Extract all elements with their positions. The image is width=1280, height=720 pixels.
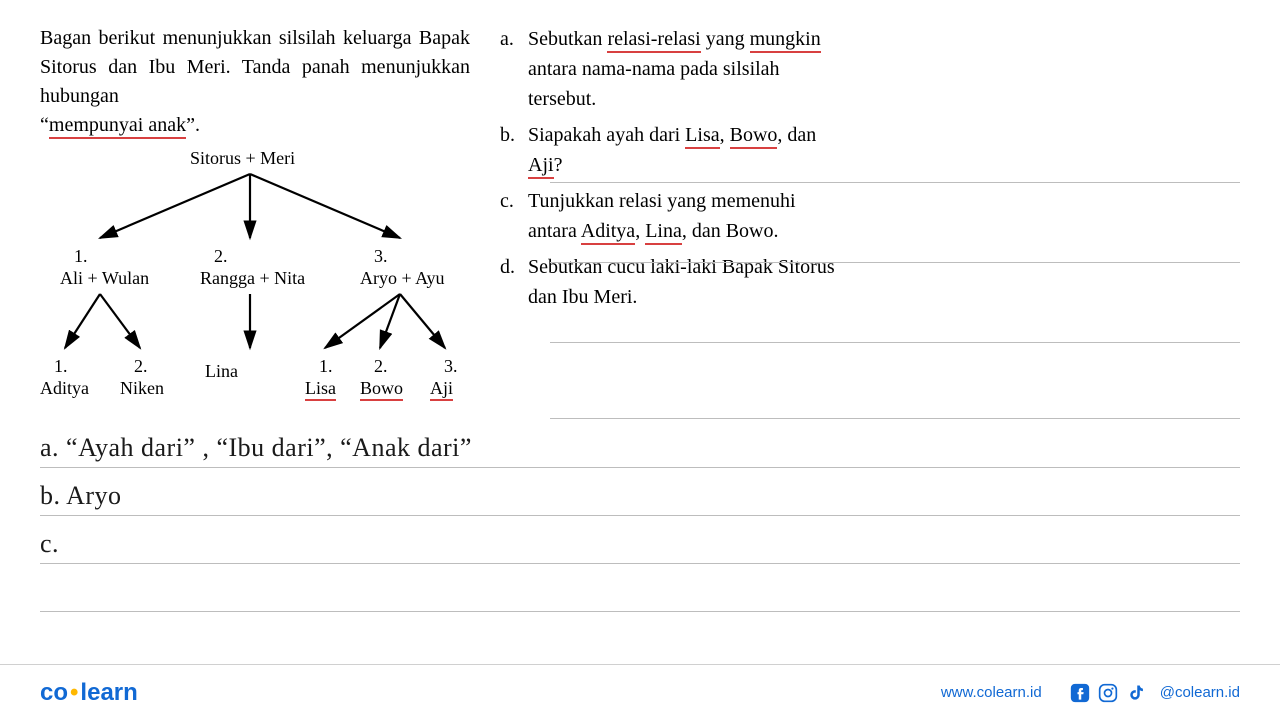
question-paragraph: Bagan berikut menunjukkan silsilah kelua… [40, 24, 470, 140]
subquestion-c: c. Tunjukkan relasi yang memenuhi antara… [500, 186, 1240, 246]
tree-node-label: Lisa [305, 378, 336, 399]
underlined-phrase: mempunyai anak [49, 114, 186, 139]
tree-node-number: 1. [54, 356, 68, 377]
notebook-rule [550, 262, 1240, 263]
tree-node-label: Ali + Wulan [60, 268, 149, 289]
facebook-icon[interactable] [1070, 683, 1090, 703]
tree-node-label: Lina [205, 361, 238, 382]
tree-node-label: Rangga + Nita [200, 268, 305, 289]
instagram-icon[interactable] [1098, 683, 1118, 703]
tree-root: Sitorus + Meri [190, 148, 295, 169]
answer-line-a: a. “Ayah dari” , “Ibu dari”, “Anak dari” [40, 420, 1240, 468]
tree-node-number: 1. [319, 356, 333, 377]
social-handle[interactable]: @colearn.id [1160, 684, 1240, 701]
social-icons-group: @colearn.id [1070, 683, 1240, 703]
footer-bar: co•learn www.colearn.id @colearn.id [0, 664, 1280, 720]
tree-node-number: 2. [134, 356, 148, 377]
tree-node-label: Niken [120, 378, 164, 399]
notebook-rule [550, 182, 1240, 183]
subquestion-b: b. Siapakah ayah dari Lisa, Bowo, dan Aj… [500, 120, 1240, 180]
answer-line-blank [40, 564, 1240, 612]
tree-node-label: Bowo [360, 378, 403, 399]
tree-node-label: Aditya [40, 378, 89, 399]
tiktok-icon[interactable] [1126, 683, 1146, 703]
answer-line-c: c. [40, 516, 1240, 564]
tree-node-number: 1. [74, 246, 88, 267]
tree-node-number: 3. [374, 246, 388, 267]
tree-node-number: 2. [214, 246, 228, 267]
tree-node-label: Aryo + Ayu [360, 268, 445, 289]
question-left-column: Bagan berikut menunjukkan silsilah kelua… [40, 24, 470, 406]
tree-node-number: 3. [444, 356, 458, 377]
colearn-logo: co•learn [40, 679, 138, 707]
tree-node-number: 2. [374, 356, 388, 377]
subquestion-a: a. Sebutkan relasi-relasi yang mungkin a… [500, 24, 1240, 114]
sub-questions-column: a. Sebutkan relasi-relasi yang mungkin a… [500, 24, 1240, 406]
notebook-rule [550, 418, 1240, 419]
answer-line-b: b. Aryo [40, 468, 1240, 516]
footer-url[interactable]: www.colearn.id [941, 684, 1042, 701]
tree-node-label: Aji [430, 378, 453, 399]
subquestion-d: d. Sebutkan cucu laki-laki Bapak Sitorus… [500, 252, 1240, 312]
family-tree-diagram: Sitorus + Meri 1.Ali + Wulan2.Rangga + N… [40, 146, 470, 406]
notebook-rule [550, 342, 1240, 343]
handwritten-answers-area: a. “Ayah dari” , “Ibu dari”, “Anak dari”… [40, 420, 1240, 612]
